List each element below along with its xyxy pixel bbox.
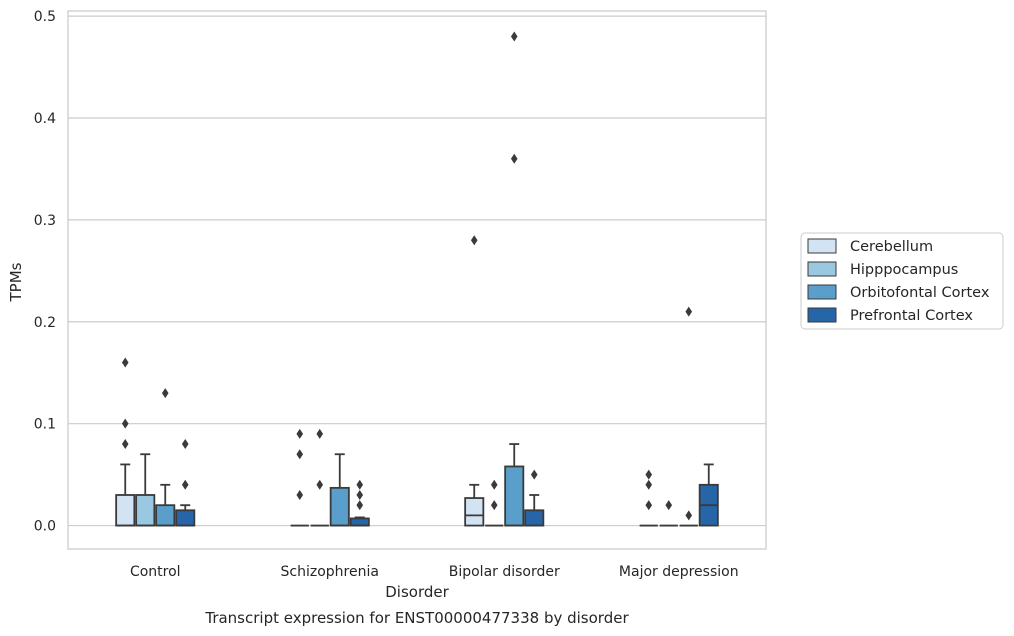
box-group (115, 357, 136, 527)
chart-caption: Transcript expression for ENST0000047733… (204, 609, 629, 627)
outlier-point (490, 479, 498, 490)
outlier-point (121, 418, 129, 429)
outlier-point (530, 469, 538, 480)
legend-label: Hipppocampus (850, 262, 958, 278)
outlier-point (685, 510, 693, 521)
outlier-point (685, 306, 693, 317)
outlier-point (121, 439, 129, 450)
legend-item: Cerebellum (807, 238, 933, 255)
box-group (639, 469, 658, 527)
y-tick-label: 0.3 (34, 213, 56, 229)
y-tick-label: 0.2 (34, 315, 56, 331)
outlier-point (316, 428, 324, 439)
x-axis-ticks: Control Schizophrenia Bipolar disorder Majo… (130, 564, 739, 580)
box-group (659, 500, 678, 527)
box-group (485, 479, 504, 527)
box-group (524, 469, 545, 527)
y-tick-label: 0.4 (34, 111, 56, 127)
box-series (115, 31, 719, 527)
x-tick-label: Major depression (619, 564, 739, 580)
legend-swatch (807, 284, 837, 300)
box-group (290, 428, 309, 527)
outlier-point (161, 388, 169, 399)
box-group (698, 463, 719, 527)
box-body (115, 494, 136, 527)
outlier-point (356, 489, 364, 500)
outlier-point (470, 235, 478, 246)
y-tick-label: 0.0 (34, 519, 56, 535)
plot-area (67, 10, 767, 550)
y-axis-title: TPMs (7, 262, 25, 302)
box-body (155, 504, 176, 527)
box-group (349, 479, 370, 527)
legend-swatch (807, 307, 837, 323)
box-group (464, 235, 485, 527)
legend-label: Cerebellum (850, 239, 933, 255)
box-body (329, 486, 350, 527)
outlier-point (121, 357, 129, 368)
legend-swatch (807, 238, 837, 254)
y-tick-label: 0.1 (34, 417, 56, 433)
outlier-point (510, 153, 518, 164)
legend-item: Hipppocampus (807, 261, 958, 278)
outlier-point (645, 500, 653, 511)
box-body (504, 465, 525, 527)
legend-frame (800, 232, 1004, 330)
box-body (135, 494, 156, 527)
legend-item: Prefrontal Cortex (807, 307, 973, 324)
y-tick-label: 0.5 (34, 9, 56, 25)
outlier-point (490, 500, 498, 511)
x-tick-label: Control (130, 564, 181, 580)
y-axis-ticks: 0.0 0.1 0.2 0.3 0.4 0.5 (34, 9, 56, 534)
outlier-point (665, 500, 673, 511)
box-body (524, 509, 545, 527)
outlier-point (645, 479, 653, 490)
outlier-point (181, 479, 189, 490)
outlier-point (296, 428, 304, 439)
outlier-point (510, 31, 518, 42)
box-group (504, 31, 525, 527)
outlier-point (296, 489, 304, 500)
outlier-point (356, 500, 364, 511)
box-body (175, 509, 196, 527)
outlier-point (356, 479, 364, 490)
box-group (310, 428, 329, 527)
box-group (135, 453, 156, 527)
legend: Cerebellum Hipppocampus Orbitofontal Corte… (800, 232, 1004, 330)
box-group (679, 306, 698, 527)
legend-item: Orbitofontal Cortex (807, 284, 990, 301)
box-group (329, 453, 350, 527)
outlier-point (316, 479, 324, 490)
box-body (349, 517, 370, 527)
x-axis-title: Disorder (385, 583, 449, 601)
x-tick-label: Schizophrenia (281, 564, 379, 580)
outlier-point (181, 439, 189, 450)
box-group (155, 388, 176, 527)
outlier-point (645, 469, 653, 480)
legend-label: Prefrontal Cortex (850, 308, 973, 324)
box-group (175, 439, 196, 527)
legend-items: Cerebellum Hipppocampus Orbitofontal Corte… (807, 238, 990, 324)
box-body (464, 497, 485, 527)
legend-label: Orbitofontal Cortex (850, 285, 990, 301)
outlier-point (296, 449, 304, 460)
legend-swatch (807, 261, 837, 277)
x-tick-label: Bipolar disorder (449, 564, 560, 580)
